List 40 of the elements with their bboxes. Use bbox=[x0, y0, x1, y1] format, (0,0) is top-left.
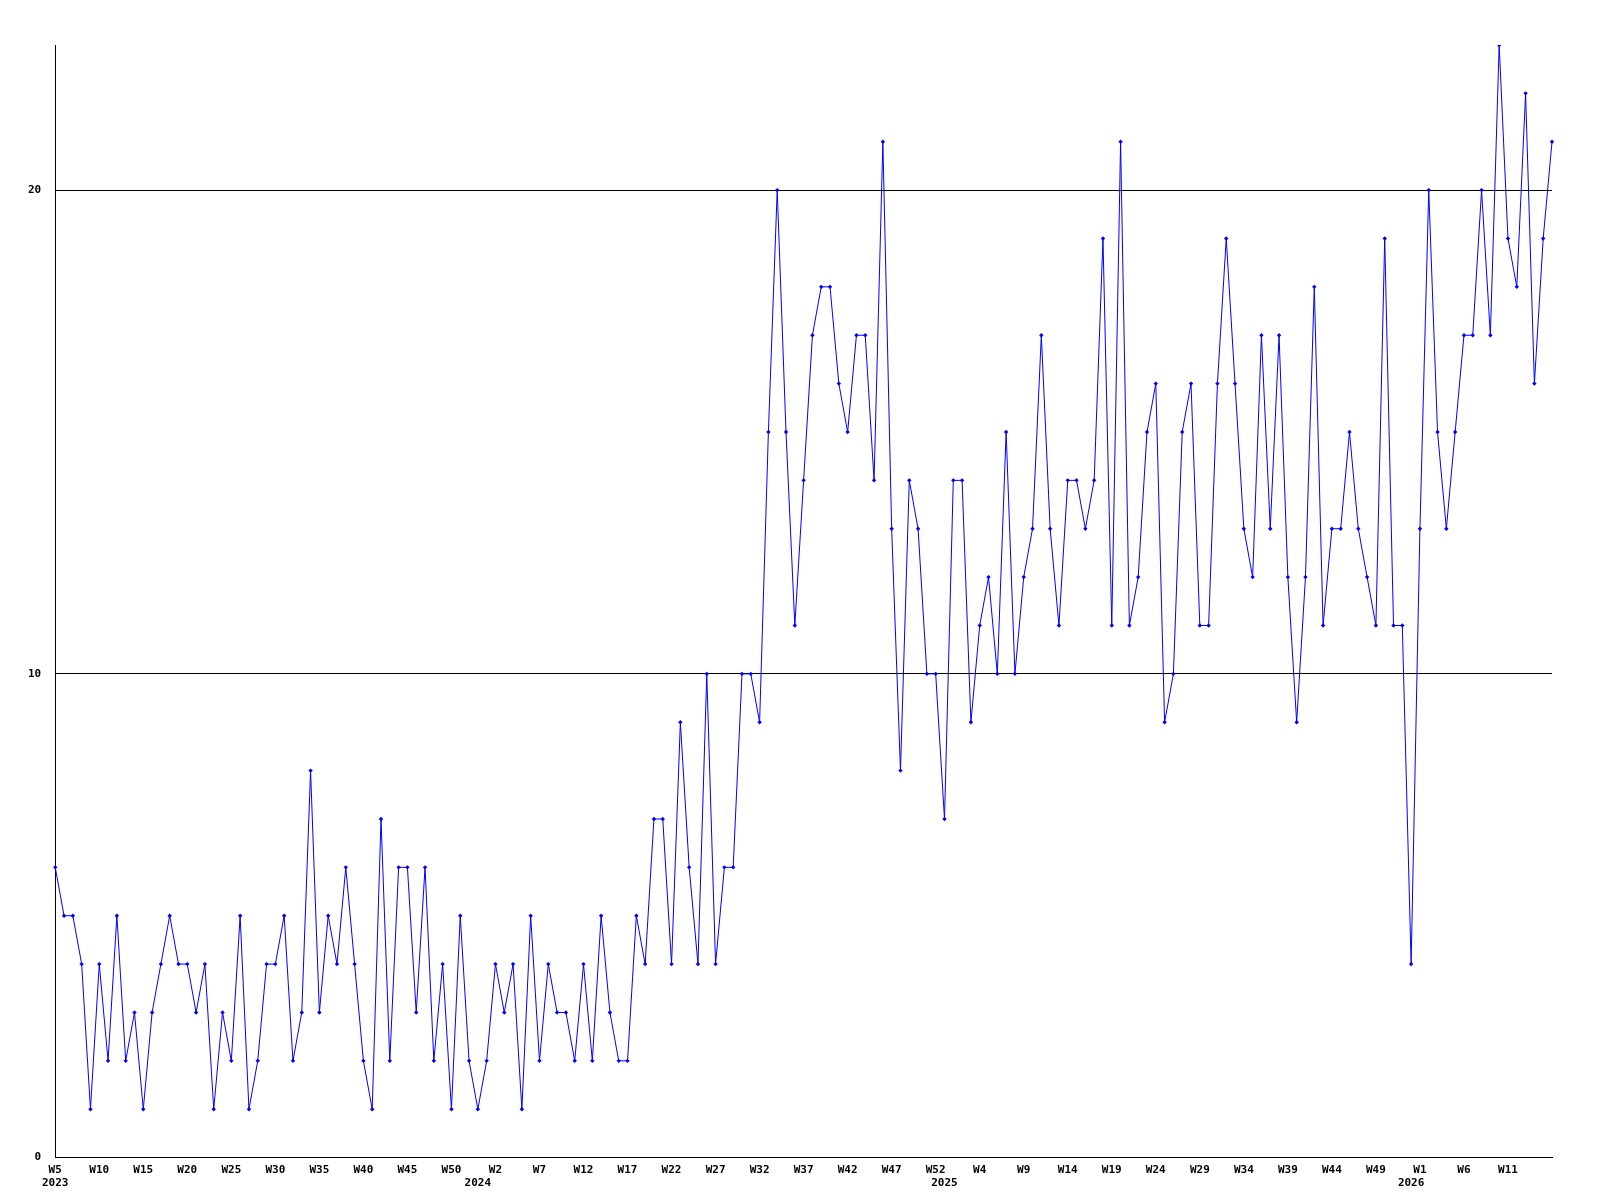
x-tick-label: W42 bbox=[837, 1163, 858, 1177]
x-tick-label: W10 bbox=[89, 1163, 110, 1177]
x-tick-label: W20 bbox=[177, 1163, 198, 1177]
x-tick-label: W37 bbox=[793, 1163, 814, 1177]
x-tick-label: 2024 bbox=[464, 1176, 492, 1190]
x-tick-label: W12 bbox=[573, 1163, 594, 1177]
x-tick-label: W25 bbox=[221, 1163, 242, 1177]
x-tick-label: W44 bbox=[1321, 1163, 1343, 1177]
x-tick-label: 2026 bbox=[1397, 1176, 1425, 1190]
x-tick-label: W5 2023 bbox=[42, 1163, 69, 1190]
x-tick-label: W15 bbox=[133, 1163, 154, 1177]
x-tick-label: W50 bbox=[441, 1163, 462, 1177]
x-tick-label: W14 bbox=[1057, 1163, 1079, 1177]
x-tick-label: W22 bbox=[661, 1163, 682, 1177]
x-tick-label: W45 bbox=[397, 1163, 418, 1177]
x-tick-label: W40 bbox=[353, 1163, 374, 1177]
x-tick-label: W30 bbox=[265, 1163, 286, 1177]
x-tick-label: W35 bbox=[309, 1163, 330, 1177]
x-tick-label: W52 bbox=[925, 1163, 946, 1177]
x-tick-label: W24 bbox=[1145, 1163, 1167, 1177]
x-tick-label: W29 bbox=[1189, 1163, 1210, 1177]
x-tick-label: W32 bbox=[749, 1163, 770, 1177]
x-tick-label: W11 bbox=[1498, 1163, 1519, 1177]
x-tick-label: 2025 bbox=[931, 1176, 958, 1190]
x-tick-label: W49 bbox=[1365, 1163, 1386, 1177]
x-tick-label: W2 bbox=[488, 1163, 503, 1177]
x-tick-label: W1 bbox=[1413, 1163, 1427, 1177]
x-tick-label: W19 bbox=[1101, 1163, 1122, 1177]
x-tick-label: W9 bbox=[1017, 1163, 1031, 1177]
x-tick-label: W17 bbox=[617, 1163, 638, 1177]
x-tick-label: W7 bbox=[532, 1163, 547, 1177]
y-tick-label: 10 bbox=[28, 666, 42, 680]
y-tick-label: 20 bbox=[28, 182, 42, 196]
y-tick-label: 0 bbox=[34, 1150, 42, 1164]
x-tick-label: W6 bbox=[1457, 1163, 1471, 1177]
x-tick-label: W4 bbox=[973, 1163, 987, 1177]
x-tick-label: W39 bbox=[1277, 1163, 1298, 1177]
x-tick-label: W27 bbox=[705, 1163, 726, 1177]
x-tick-label: W34 bbox=[1233, 1163, 1255, 1177]
x-tick-label: W47 bbox=[881, 1163, 902, 1177]
